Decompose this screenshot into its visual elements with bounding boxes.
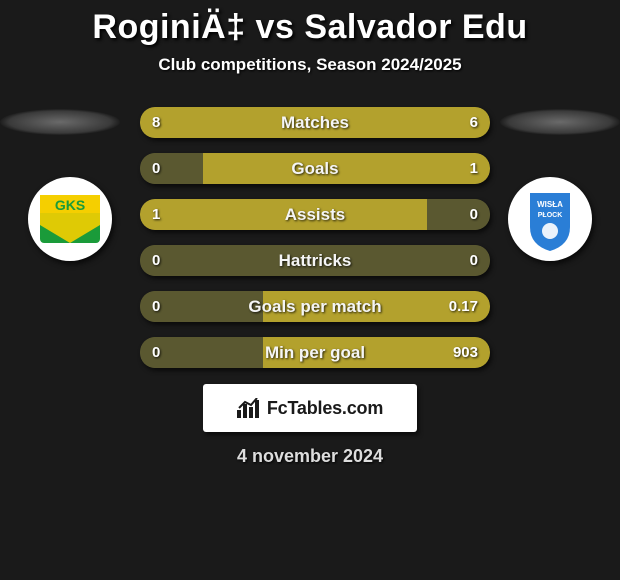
badge-right-ball xyxy=(542,223,558,239)
stat-label: Assists xyxy=(140,199,490,230)
badge-right-text2: PŁOCK xyxy=(538,212,563,219)
badge-right-text1: WISŁA xyxy=(537,200,563,209)
page-title: RoginiÄ‡ vs Salvador Edu xyxy=(0,0,620,47)
stat-value-left: 1 xyxy=(152,199,160,230)
club-badge-right-svg: WISŁA PŁOCK xyxy=(508,177,592,261)
stat-row: Goals per match0 0.17 xyxy=(140,291,490,322)
stat-label: Matches xyxy=(140,107,490,138)
date-text: 4 november 2024 xyxy=(0,446,620,467)
stat-value-left: 8 xyxy=(152,107,160,138)
stat-value-right: 6 xyxy=(470,107,478,138)
stat-row: Hattricks0 0 xyxy=(140,245,490,276)
club-badge-right: WISŁA PŁOCK xyxy=(508,177,592,261)
brand-text: FcTables.com xyxy=(267,398,383,419)
stat-label: Min per goal xyxy=(140,337,490,368)
stat-row: Matches8 6 xyxy=(140,107,490,138)
stat-value-right: 1 xyxy=(470,153,478,184)
stat-label: Goals per match xyxy=(140,291,490,322)
stat-bars: Matches86Goals01Assists10Hattricks00Goal… xyxy=(140,107,490,383)
brand-chart-icon xyxy=(237,398,261,418)
comparison-panel: GKS WISŁA PŁOCK Matches86Goals01Assists1… xyxy=(0,107,620,372)
stat-value-left: 0 xyxy=(152,337,160,368)
stat-value-right: 0 xyxy=(470,245,478,276)
stat-value-left: 0 xyxy=(152,153,160,184)
stat-value-right: 0 xyxy=(470,199,478,230)
stat-value-right: 903 xyxy=(453,337,478,368)
stat-label: Goals xyxy=(140,153,490,184)
stat-value-left: 0 xyxy=(152,291,160,322)
stat-label: Hattricks xyxy=(140,245,490,276)
stat-row: Goals0 1 xyxy=(140,153,490,184)
stat-value-left: 0 xyxy=(152,245,160,276)
brand-box[interactable]: FcTables.com xyxy=(203,384,417,432)
stat-value-right: 0.17 xyxy=(449,291,478,322)
player-left-halo xyxy=(0,109,120,135)
stat-row: Min per goal0 903 xyxy=(140,337,490,368)
subtitle: Club competitions, Season 2024/2025 xyxy=(0,55,620,75)
player-right-halo xyxy=(500,109,620,135)
badge-left-letters: GKS xyxy=(55,197,85,213)
club-badge-left: GKS xyxy=(28,177,112,261)
club-badge-left-svg: GKS xyxy=(28,177,112,261)
stat-row: Assists1 0 xyxy=(140,199,490,230)
